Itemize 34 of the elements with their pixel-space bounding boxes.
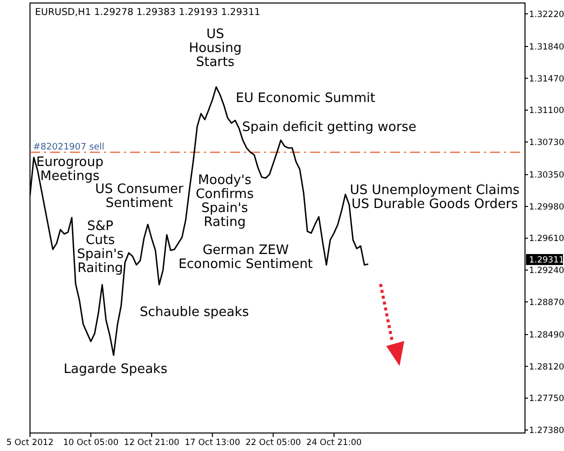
x-tick-label: 24 Oct 21:00 (306, 438, 362, 448)
x-tick-label: 5 Oct 2012 (6, 438, 54, 448)
annotation: Moody's Confirms Spain's Rating (196, 173, 254, 230)
annotation: EU Economic Summit (236, 91, 376, 106)
annotation: US Unemployment Claims US Durable Goods Orders (350, 183, 520, 212)
annotation: Spain deficit getting worse (242, 120, 416, 135)
x-tick-label: 10 Oct 05:00 (63, 438, 119, 448)
y-tick-label: 1.31470 (529, 74, 564, 84)
y-tick-label: 1.28870 (529, 298, 564, 308)
y-tick-label: 1.29980 (529, 202, 564, 212)
y-tick-label: 1.29610 (529, 234, 564, 244)
annotation: S&P Cuts Spain's Raiting (76, 219, 124, 276)
ref-line-label: #82021907 sell (33, 142, 104, 152)
y-tick-label: 1.28490 (529, 330, 564, 341)
y-tick-label: 1.27380 (529, 426, 564, 436)
x-tick-label: 22 Oct 05:00 (245, 438, 301, 448)
text: EURUSD,H1 1.29278 1.29383 1.29193 1.29311 (35, 7, 260, 18)
annotation: US Consumer Sentiment (95, 182, 184, 211)
annotation: Eurogroup Meetings (36, 155, 104, 184)
x-tick-label: 12 Oct 21:00 (124, 438, 180, 448)
annotation: German ZEW Economic Sentiment (178, 243, 313, 272)
y-tick-label: 1.31840 (529, 42, 564, 53)
annotation: US Housing Starts (188, 27, 242, 70)
y-tick-label: 1.31100 (529, 106, 564, 116)
y-tick-label: 1.30350 (529, 170, 564, 181)
annotation: Schauble speaks (140, 305, 250, 320)
annotation: Lagarde Speaks (64, 362, 168, 377)
y-tick-label: 1.28120 (529, 362, 564, 372)
y-tick-label: 1.29240 (529, 266, 564, 276)
y-tick-label: 1.32220 (529, 10, 564, 20)
y-tick-label: 1.27750 (529, 394, 564, 404)
text: 1.29311 (529, 256, 564, 266)
y-tick-label: 1.30730 (529, 138, 564, 148)
x-tick-label: 17 Oct 13:00 (184, 438, 240, 448)
